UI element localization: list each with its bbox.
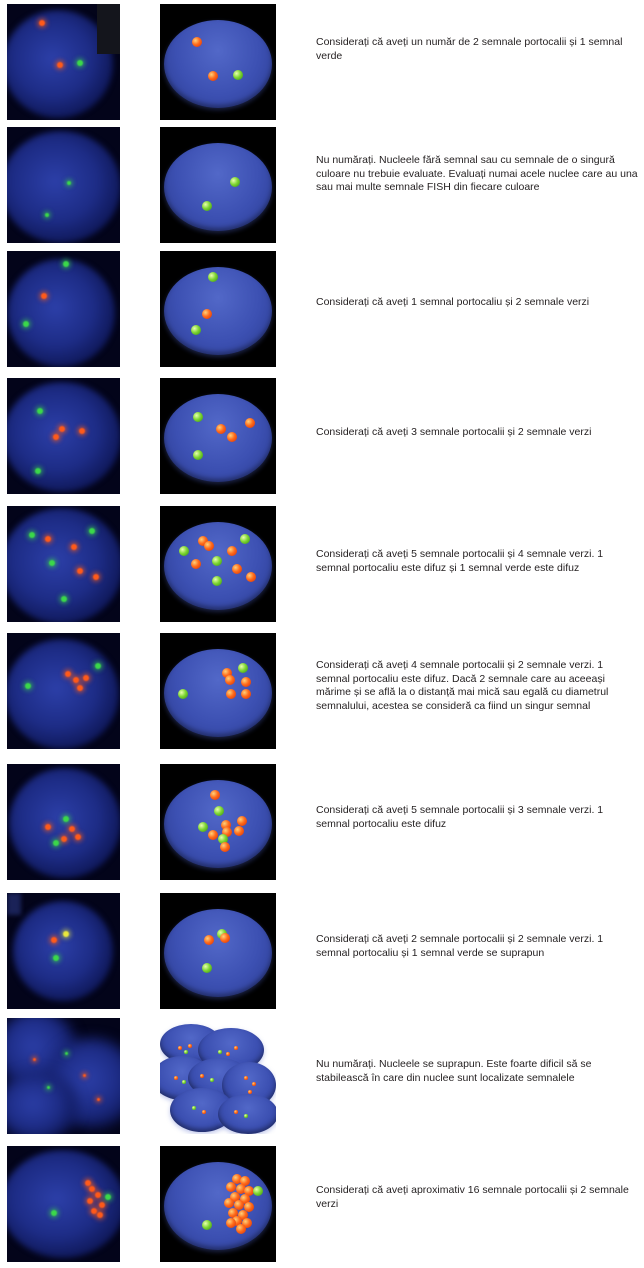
example-row: Considerați că aveți 5 semnale portocali… [0,764,644,886]
schematic-diagram [160,764,276,880]
caption: Considerați că aveți 3 semnale portocali… [316,426,592,438]
example-row: Considerați că aveți aproximativ 16 semn… [0,1146,644,1268]
schematic-diagram [160,1146,276,1262]
microscopy-image [7,1018,120,1134]
schematic-diagram [160,378,276,494]
microscopy-image [7,127,120,243]
example-row: Considerați că aveți 5 semnale portocali… [0,506,644,628]
schematic-diagram [160,893,276,1009]
microscopy-image [7,1146,120,1262]
example-row: Considerați că aveți 2 semnale portocali… [0,893,644,1015]
example-row: Considerați că aveți un număr de 2 semna… [0,4,644,126]
caption: Considerați că aveți 1 semnal portocaliu… [316,296,590,308]
schematic-diagram [160,4,276,120]
example-row: Nu numărați. Nucleele fără semnal sau cu… [0,127,644,249]
example-row: Considerați că aveți 3 semnale portocali… [0,378,644,500]
microscopy-image [7,251,120,367]
example-row: Considerați că aveți 4 semnale portocali… [0,633,644,755]
example-row: Nu numărați. Nucleele se suprapun. Este … [0,1018,644,1140]
caption: Considerați că aveți 5 semnale portocali… [316,804,604,830]
microscopy-image [7,4,120,120]
microscopy-image [7,378,120,494]
schematic-diagram [160,251,276,367]
caption: Considerați că aveți 5 semnale portocali… [316,548,604,574]
schematic-diagram [160,127,276,243]
caption: Considerați că aveți un număr de 2 semna… [316,36,623,62]
caption: Considerați că aveți aproximativ 16 semn… [316,1184,629,1210]
microscopy-image [7,633,120,749]
microscopy-image [7,893,120,1009]
microscopy-image [7,506,120,622]
caption: Considerați că aveți 2 semnale portocali… [316,933,604,959]
caption: Nu numărați. Nucleele se suprapun. Este … [316,1058,592,1084]
schematic-diagram [160,633,276,749]
caption: Considerați că aveți 4 semnale portocali… [316,659,609,712]
schematic-diagram [160,1018,276,1134]
caption: Nu numărați. Nucleele fără semnal sau cu… [316,154,638,193]
example-row: Considerați că aveți 1 semnal portocaliu… [0,251,644,373]
schematic-diagram [160,506,276,622]
microscopy-image [7,764,120,880]
